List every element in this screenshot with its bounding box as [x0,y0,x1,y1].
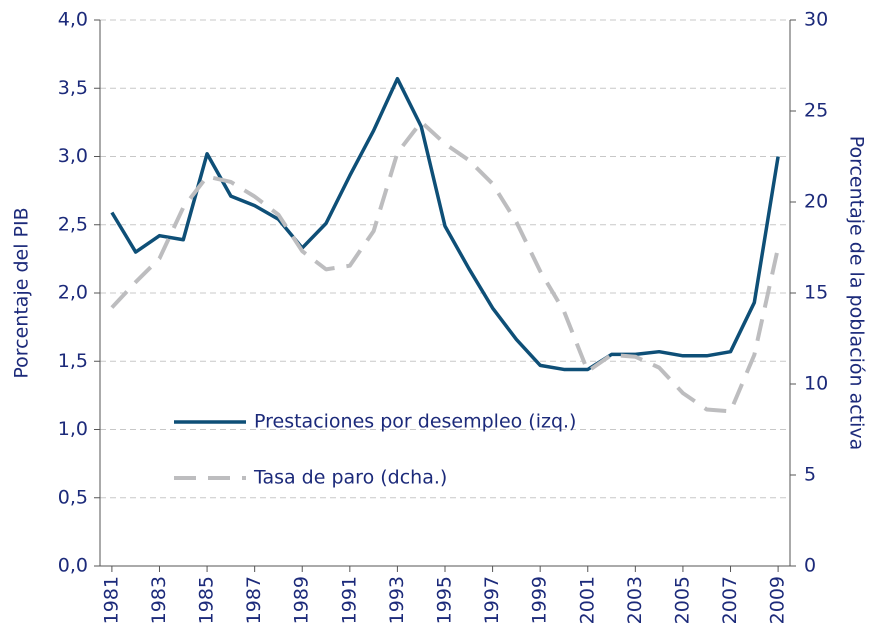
y-tick-label: 1,0 [58,418,88,440]
x-tick-label: 2007 [719,576,741,624]
y2-tick-label: 25 [804,100,828,122]
y2-axis-label: Porcentaje de la población activa [846,136,868,451]
series-line [110,76,780,372]
x-tick-label: 1997 [481,576,503,624]
x-tick-label: 1983 [148,576,170,624]
y2-tick-label: 0 [804,555,816,577]
x-tick-label: 1987 [243,576,265,624]
series-line [110,119,781,414]
legend-label: Tasa de paro (dcha.) [253,467,447,489]
x-tick-label: 1991 [338,576,360,624]
y-tick-label: 0,0 [58,555,88,577]
y-axis-label: Porcentaje del PIB [11,207,33,378]
x-tick-label: 1993 [386,576,408,624]
y-tick-label: 2,0 [58,282,88,304]
x-tick-label: 2009 [767,576,789,624]
y2-tick-label: 15 [804,282,828,304]
y-tick-label: 4,0 [58,9,88,31]
x-tick-label: 1981 [100,576,122,624]
y2-tick-label: 5 [804,464,816,486]
x-tick-label: 2003 [624,576,646,624]
x-tick-label: 1999 [529,576,551,624]
y2-tick-label: 30 [804,9,828,31]
x-tick-label: 2001 [576,576,598,624]
y-tick-label: 3,5 [58,77,88,99]
y-tick-label: 0,5 [58,486,88,508]
y-tick-label: 2,5 [58,213,88,235]
y2-tick-label: 10 [804,373,828,395]
x-tick-label: 1985 [196,576,218,624]
x-tick-label: 1989 [291,576,313,624]
y-tick-label: 1,5 [58,350,88,372]
legend-label: Prestaciones por desempleo (izq.) [254,411,576,433]
x-tick-label: 1995 [434,576,456,624]
y-tick-label: 3,0 [58,145,88,167]
y2-tick-label: 20 [804,191,828,213]
x-tick-label: 2005 [671,576,693,624]
